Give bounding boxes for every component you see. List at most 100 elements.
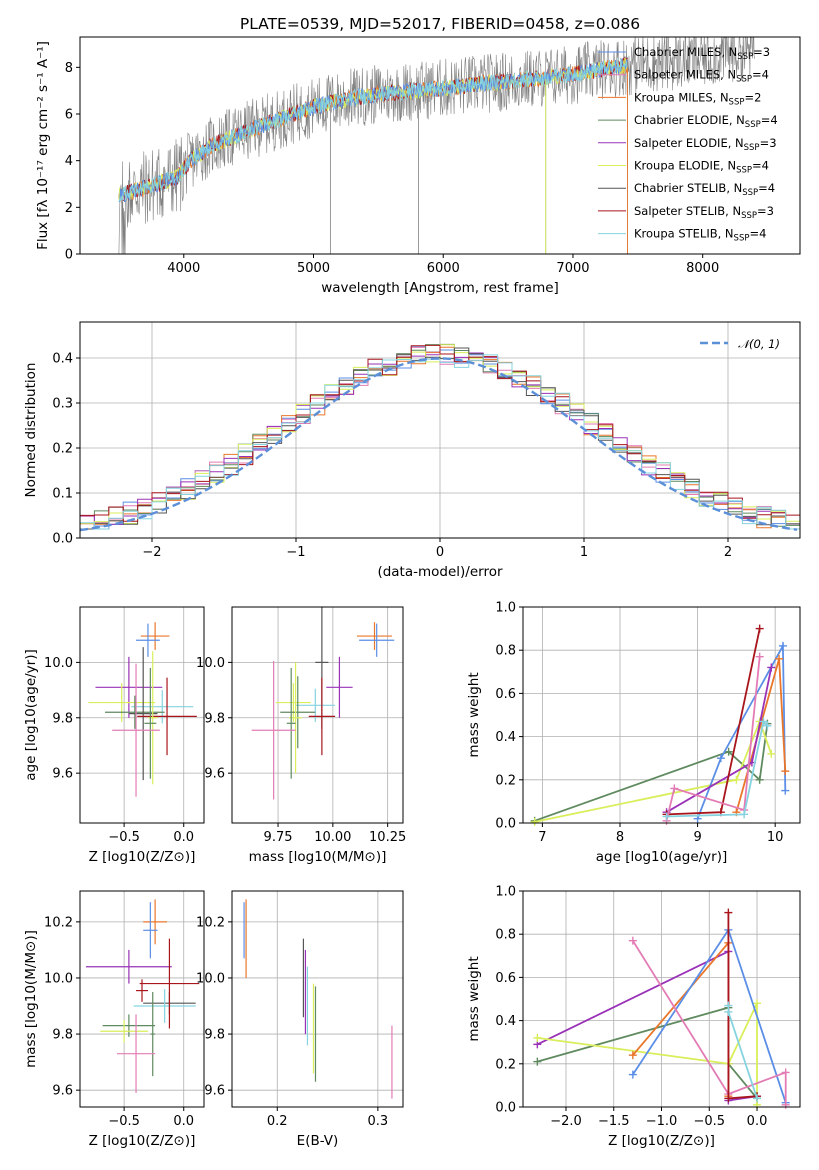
x-tick-label: 2 (724, 545, 732, 560)
mass-weight-marker (755, 624, 764, 633)
y-tick-label: 0.3 (52, 397, 73, 412)
mass-weight-marker (781, 767, 790, 776)
model-spectrum-line (118, 58, 628, 203)
x-tick-label: 0.0 (747, 1114, 768, 1129)
errorbar-point (133, 989, 196, 1023)
x-tick-label: 7 (538, 830, 546, 845)
age-vs-metallicity-panel: −0.5 0.0 9.6 9.8 10.0 Z [log10(Z/Z⊙)] age [log… (23, 606, 205, 865)
y-axis-label: mass [log10(M/M⊙)] (23, 930, 39, 1068)
mass-weight-marker (724, 747, 733, 756)
errorbar-point (140, 622, 170, 650)
errorbar-point (102, 1014, 156, 1037)
y-tick-label: 8 (65, 61, 73, 76)
residual-histogram-step (80, 354, 800, 530)
mass-weight-series-line (534, 718, 773, 823)
x-axis-label: (data-model)/error (377, 564, 503, 580)
y-tick-label: 0.2 (52, 442, 73, 457)
mass-weight-marker (530, 817, 539, 826)
x-tick-label: 6000 (427, 261, 460, 276)
x-tick-label: 10.00 (314, 830, 351, 845)
y-tick-label: 0 (65, 248, 73, 263)
y-tick-label: 9.6 (204, 1084, 225, 1099)
x-tick-label: −1 (286, 545, 305, 560)
mass-weight-series-line (632, 940, 787, 1105)
mass-vs-reddening-panel: 0.2 0.3 9.6 9.8 10.0 10.2 E(B-V) (196, 890, 404, 1149)
legend-label: Salpeter ELODIE, NSSP=3 (634, 136, 777, 153)
y-tick-label: 1.0 (495, 885, 516, 900)
errorbar-point (143, 902, 158, 959)
axes-frame (231, 606, 404, 824)
mass-weight-marker (763, 721, 772, 730)
mass-weight-marker (775, 654, 784, 663)
errorbar-point (150, 991, 156, 1077)
errorbar-point (116, 1014, 156, 1093)
legend-label: Kroupa MILES, NSSP=2 (634, 90, 761, 107)
mass-weight-marker (781, 1068, 790, 1077)
x-axis-label: mass [log10(M/M⊙)] (249, 849, 387, 865)
errorbar-point (100, 1020, 148, 1043)
errorbar-point (88, 683, 156, 722)
x-tick-label: −0.5 (693, 1114, 725, 1129)
mass-weight-marker (662, 812, 671, 821)
errorbar-point (147, 651, 158, 785)
errorbar-point (326, 656, 353, 718)
y-axis-label: age [log10(age/yr)] (23, 649, 39, 781)
y-axis-label: Flux [fλ 10⁻¹⁷ erg cm⁻² s⁻¹ A⁻¹] (35, 41, 51, 250)
x-tick-label: 10 (767, 830, 784, 845)
mass-weight-series-line (696, 642, 787, 820)
mass-weight-marker (755, 775, 764, 784)
normal-curve-line (80, 357, 798, 532)
mass-weight-marker (724, 1094, 733, 1103)
mass-weight-marker (724, 1007, 733, 1016)
x-tick-label: 8000 (686, 261, 719, 276)
x-tick-label: −0.5 (108, 830, 140, 845)
y-axis-label: mass weight (466, 672, 482, 757)
spectrum-legend: Chabrier MILES, NSSP=3 Salpeter MILES, NS… (598, 45, 778, 244)
y-tick-label: 10.0 (196, 971, 225, 986)
legend-label: Chabrier ELODIE, NSSP=4 (634, 113, 778, 130)
x-axis-label: Z [log10(Z/Z⊙)] (608, 1133, 715, 1149)
x-tick-label: 9.75 (264, 830, 293, 845)
mass-weight-series-line (665, 656, 761, 822)
y-tick-label: 9.8 (52, 711, 73, 726)
y-tick-label: 9.6 (204, 767, 225, 782)
mass-weight-marker (767, 749, 776, 758)
y-tick-label: 2 (65, 201, 73, 216)
axes-frame (79, 606, 205, 824)
errorbar-point (251, 661, 296, 800)
mass-weight-marker (767, 663, 776, 672)
y-tick-label: 0.2 (495, 773, 516, 788)
errorbar-point (275, 683, 311, 722)
y-tick-label: 0.0 (52, 532, 73, 547)
mass-weight-marker (628, 1070, 637, 1079)
histogram-legend: 𝒩(0, 1) (700, 337, 780, 351)
axes-frame (522, 606, 801, 824)
y-tick-label: 10.2 (196, 915, 225, 930)
y-tick-label: 0.8 (495, 644, 516, 659)
errorbar-point (280, 676, 316, 749)
x-tick-label: 9 (693, 830, 701, 845)
y-tick-label: 1.0 (495, 601, 516, 616)
errorbar-point (143, 899, 168, 945)
mass-weight-marker (781, 1100, 790, 1109)
mass-weight-vs-age-panel: 7 8 9 10 0.0 0.2 0.4 0.6 0.8 1.0 age [log10(age/yr… (466, 601, 801, 865)
x-tick-label: 8 (616, 830, 624, 845)
mass-weight-marker (740, 810, 749, 819)
y-tick-label: 0.6 (495, 687, 516, 702)
y-tick-label: 9.8 (204, 1028, 225, 1043)
x-tick-label: 7000 (556, 261, 589, 276)
axes-frame (79, 36, 801, 255)
axes-frame (231, 890, 404, 1108)
errorbar-point (136, 623, 160, 657)
errorbar-point (137, 677, 197, 756)
mass-weight-marker (670, 784, 679, 793)
x-tick-label: 0.2 (267, 1114, 288, 1129)
x-tick-label: 1 (580, 545, 588, 560)
y-tick-label: 0.0 (495, 1101, 516, 1116)
x-tick-label: 4000 (167, 261, 200, 276)
x-tick-label: 5000 (297, 261, 330, 276)
errorbar-point (85, 949, 172, 984)
y-tick-label: 10.0 (44, 971, 73, 986)
x-tick-label: 0.0 (173, 1114, 194, 1129)
